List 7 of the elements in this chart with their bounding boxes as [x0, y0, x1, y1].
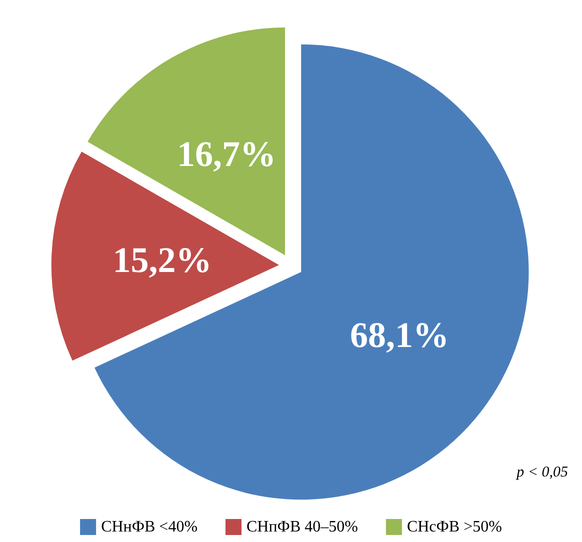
legend-label: СНпФВ 40–50% [246, 518, 358, 536]
legend-label: СНсФВ >50% [406, 518, 502, 536]
legend-label: СНнФВ <40% [101, 518, 198, 536]
data-label: 16,7% [176, 134, 276, 174]
data-label: 15,2% [112, 240, 212, 280]
data-label: 68,1% [350, 314, 450, 355]
text: p < 0,05 [516, 464, 568, 480]
